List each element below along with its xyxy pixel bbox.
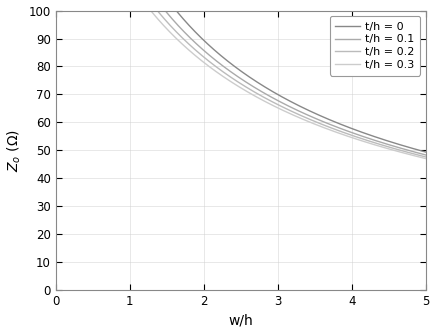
Line: t/h = 0: t/h = 0 bbox=[56, 0, 425, 152]
t/h = 0 bbox=[411, 147, 417, 151]
t/h = 0.3 bbox=[223, 77, 228, 81]
t/h = 0.1 bbox=[411, 150, 417, 154]
t/h = 0.2 bbox=[344, 132, 349, 136]
t/h = 0 bbox=[344, 125, 349, 129]
Y-axis label: $Z_o\ (\Omega)$: $Z_o\ (\Omega)$ bbox=[6, 129, 23, 172]
X-axis label: w/h: w/h bbox=[228, 313, 253, 327]
t/h = 0.2 bbox=[422, 155, 427, 159]
Line: t/h = 0.3: t/h = 0.3 bbox=[56, 0, 425, 159]
t/h = 0.1 bbox=[223, 66, 228, 70]
t/h = 0.3 bbox=[411, 154, 417, 158]
t/h = 0.3 bbox=[422, 157, 427, 161]
t/h = 0.2 bbox=[411, 152, 417, 156]
t/h = 0.1 bbox=[233, 73, 238, 77]
t/h = 0.1 bbox=[344, 129, 349, 133]
t/h = 0 bbox=[223, 58, 228, 62]
t/h = 0.3 bbox=[411, 154, 417, 158]
t/h = 0 bbox=[422, 150, 427, 154]
t/h = 0.2 bbox=[233, 79, 238, 83]
t/h = 0.3 bbox=[233, 83, 238, 87]
t/h = 0.2 bbox=[411, 152, 417, 156]
t/h = 0.1 bbox=[422, 153, 427, 157]
Line: t/h = 0.1: t/h = 0.1 bbox=[56, 0, 425, 155]
t/h = 0.2 bbox=[223, 72, 228, 76]
t/h = 0.1 bbox=[411, 150, 417, 154]
Line: t/h = 0.2: t/h = 0.2 bbox=[56, 0, 425, 157]
t/h = 0 bbox=[233, 66, 238, 70]
t/h = 0 bbox=[411, 147, 417, 151]
Legend: t/h = 0, t/h = 0.1, t/h = 0.2, t/h = 0.3: t/h = 0, t/h = 0.1, t/h = 0.2, t/h = 0.3 bbox=[329, 16, 419, 76]
t/h = 0.3 bbox=[344, 134, 349, 138]
